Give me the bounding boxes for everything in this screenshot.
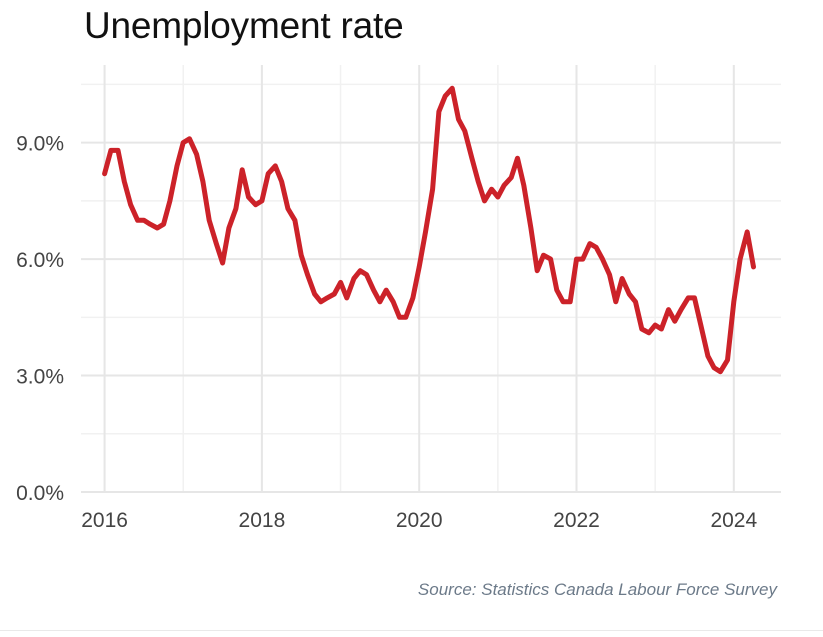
y-tick-label: 0.0% [16, 482, 64, 505]
footer-divider [0, 630, 823, 631]
unemployment-rate-line [102, 85, 756, 375]
x-tick-label: 2016 [81, 509, 128, 532]
y-tick-label: 9.0% [16, 133, 64, 156]
x-tick-label: 2022 [553, 509, 600, 532]
y-tick-label: 3.0% [16, 366, 64, 389]
y-major-gridlines [81, 141, 781, 493]
series-layer [102, 85, 756, 375]
x-tick-label: 2024 [710, 509, 757, 532]
y-axis-tick-labels: 0.0% 3.0% 6.0% 9.0% [16, 133, 64, 505]
chart-title: Unemployment rate [84, 5, 404, 46]
x-minor-gridlines [182, 65, 656, 492]
y-tick-label: 6.0% [16, 249, 64, 272]
x-tick-label: 2020 [396, 509, 443, 532]
x-axis-tick-labels: 2016 2018 2020 2022 2024 [81, 509, 757, 532]
source-note: Source: Statistics Canada Labour Force S… [417, 580, 777, 599]
x-tick-label: 2018 [239, 509, 286, 532]
